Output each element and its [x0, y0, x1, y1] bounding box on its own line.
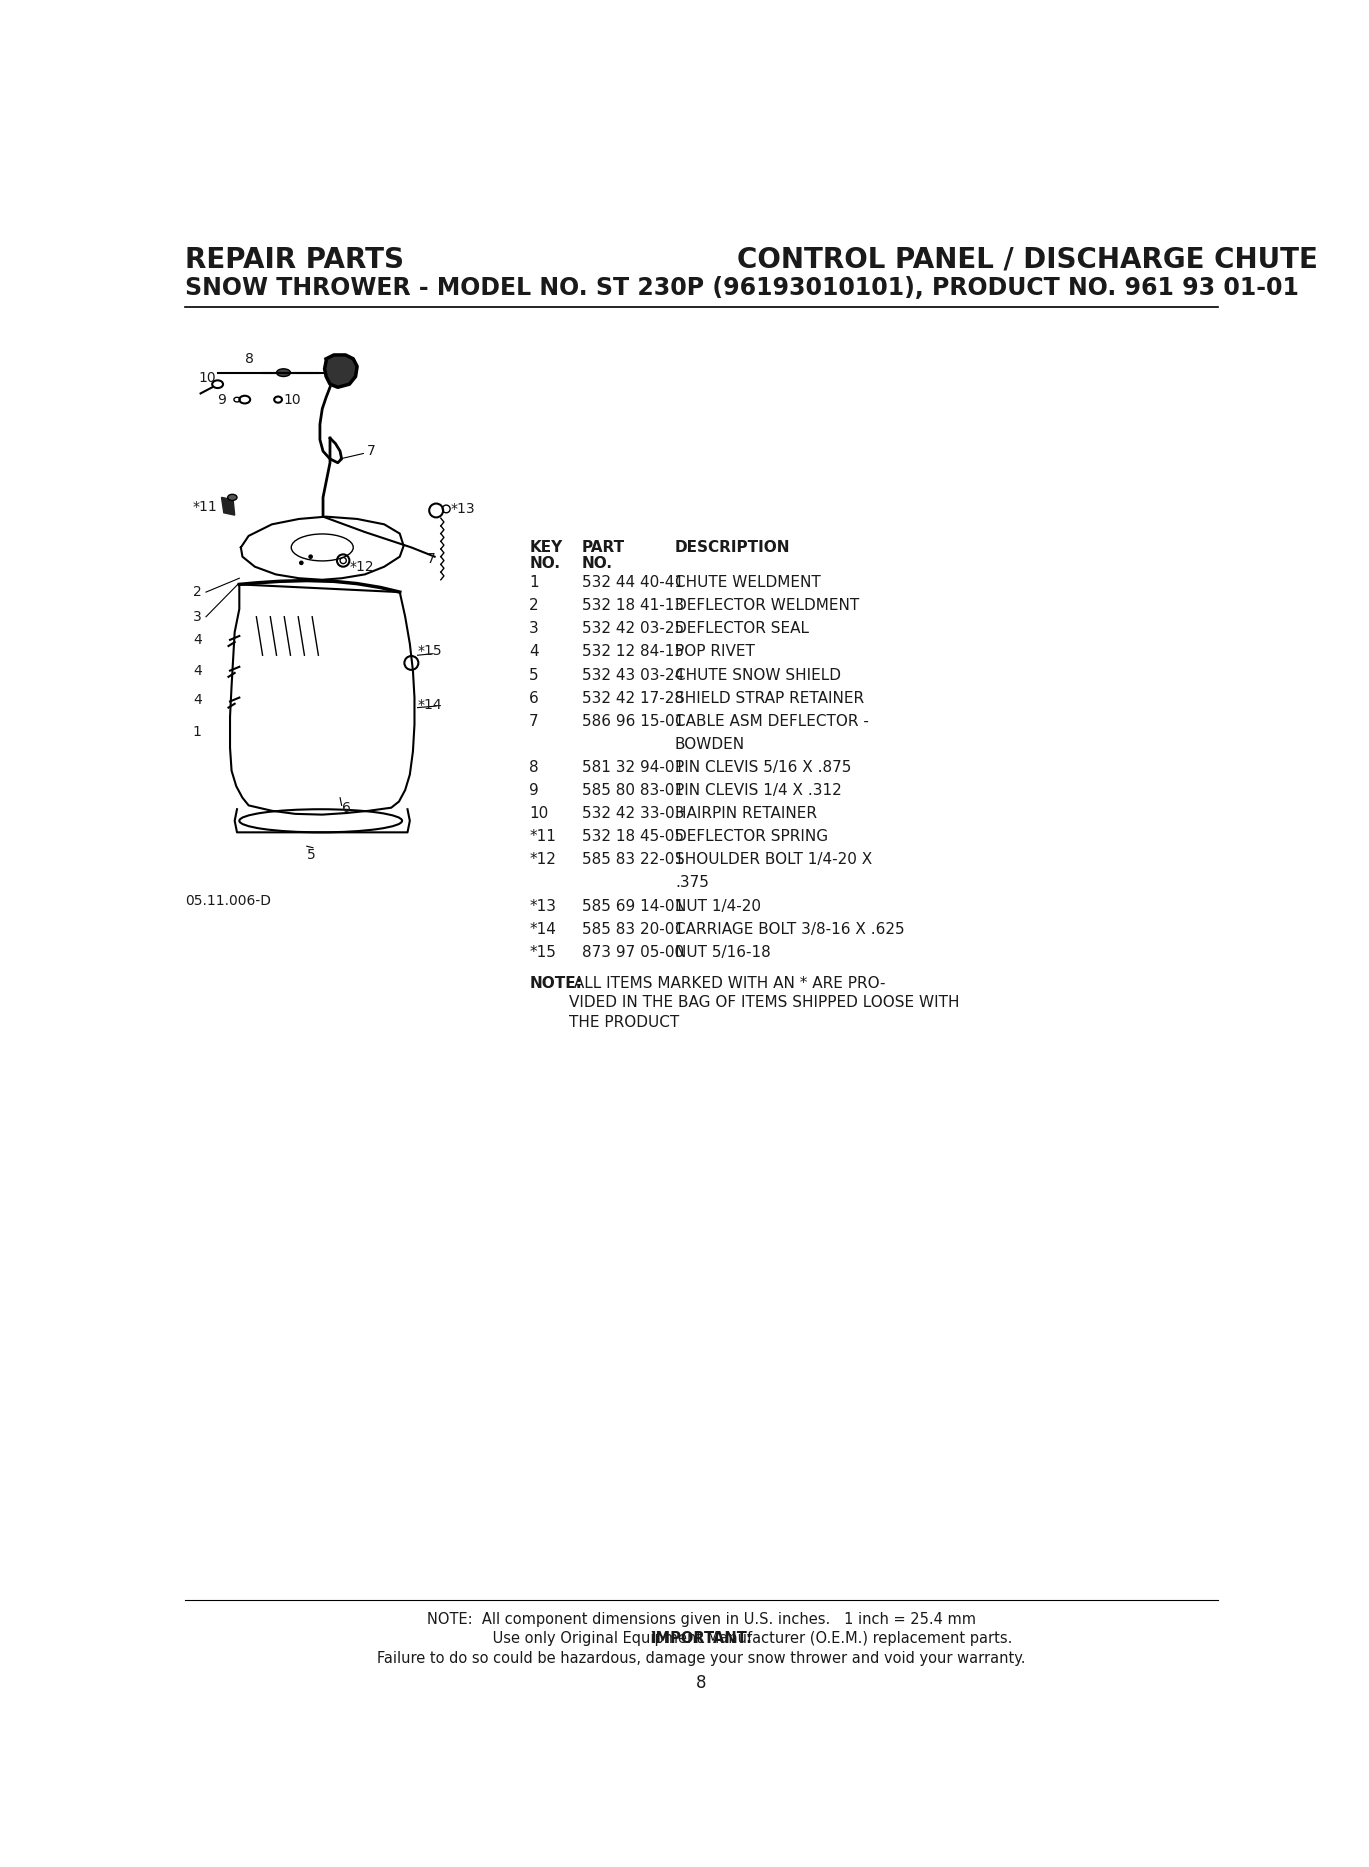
- Text: DEFLECTOR WELDMENT: DEFLECTOR WELDMENT: [675, 597, 860, 612]
- Text: *12: *12: [530, 853, 556, 868]
- Text: DEFLECTOR SPRING: DEFLECTOR SPRING: [675, 829, 828, 844]
- Text: NOTE:: NOTE:: [530, 976, 582, 991]
- Text: ALL ITEMS MARKED WITH AN * ARE PRO-
VIDED IN THE BAG OF ITEMS SHIPPED LOOSE WITH: ALL ITEMS MARKED WITH AN * ARE PRO- VIDE…: [570, 976, 960, 1031]
- Text: 3: 3: [530, 622, 539, 637]
- Text: 3: 3: [193, 611, 201, 624]
- Text: 7: 7: [530, 713, 539, 728]
- Text: SHIELD STRAP RETAINER: SHIELD STRAP RETAINER: [675, 691, 864, 706]
- Text: REPAIR PARTS: REPAIR PARTS: [185, 246, 404, 274]
- Text: 586 96 15-01: 586 96 15-01: [582, 713, 684, 728]
- Text: CONTROL PANEL / DISCHARGE CHUTE: CONTROL PANEL / DISCHARGE CHUTE: [737, 246, 1318, 274]
- Text: 585 83 20-01: 585 83 20-01: [582, 922, 684, 937]
- Text: 10: 10: [283, 392, 301, 407]
- Text: DESCRIPTION: DESCRIPTION: [675, 540, 790, 554]
- Text: *14: *14: [418, 698, 442, 713]
- Text: 532 18 41-13: 532 18 41-13: [582, 597, 684, 612]
- Text: SNOW THROWER - MODEL NO. ST 230P (96193010101), PRODUCT NO. 961 93 01-01: SNOW THROWER - MODEL NO. ST 230P (961930…: [185, 276, 1299, 301]
- Text: NOTE:  All component dimensions given in U.S. inches.   1 inch = 25.4 mm: NOTE: All component dimensions given in …: [427, 1613, 976, 1628]
- Text: 4: 4: [193, 633, 201, 646]
- Text: 8: 8: [245, 351, 253, 366]
- Text: 532 12 84-15: 532 12 84-15: [582, 644, 684, 659]
- Text: CABLE ASM DEFLECTOR -: CABLE ASM DEFLECTOR -: [675, 713, 869, 728]
- Ellipse shape: [277, 370, 290, 377]
- Circle shape: [298, 560, 304, 566]
- Text: 585 69 14-01: 585 69 14-01: [582, 898, 684, 913]
- Text: *13: *13: [450, 502, 475, 515]
- Text: 8: 8: [530, 760, 539, 775]
- Text: KEY
NO.: KEY NO.: [530, 540, 563, 571]
- Text: 4: 4: [193, 693, 201, 708]
- Circle shape: [308, 554, 314, 558]
- Text: 1: 1: [193, 724, 201, 739]
- Text: 873 97 05-00: 873 97 05-00: [582, 945, 684, 960]
- Text: IMPORTANT:: IMPORTANT:: [650, 1632, 752, 1647]
- Text: 532 43 03-24: 532 43 03-24: [582, 668, 684, 683]
- Text: BOWDEN: BOWDEN: [675, 737, 745, 752]
- Text: 10: 10: [530, 807, 549, 821]
- Text: SHOULDER BOLT 1/4-20 X: SHOULDER BOLT 1/4-20 X: [675, 853, 872, 868]
- Text: 532 42 17-28: 532 42 17-28: [582, 691, 684, 706]
- Text: CHUTE WELDMENT: CHUTE WELDMENT: [675, 575, 820, 590]
- Text: 7: 7: [427, 553, 435, 566]
- Text: *15: *15: [418, 644, 442, 659]
- Polygon shape: [324, 355, 357, 386]
- Text: 8: 8: [695, 1675, 706, 1692]
- Text: CHUTE SNOW SHIELD: CHUTE SNOW SHIELD: [675, 668, 841, 683]
- Text: *13: *13: [530, 898, 556, 913]
- Text: 581 32 94-01: 581 32 94-01: [582, 760, 684, 775]
- Text: 10: 10: [199, 372, 216, 385]
- Text: 532 44 40-41: 532 44 40-41: [582, 575, 684, 590]
- Text: *15: *15: [530, 945, 556, 960]
- Text: 1: 1: [530, 575, 539, 590]
- Text: 2: 2: [193, 584, 201, 599]
- Text: DEFLECTOR SEAL: DEFLECTOR SEAL: [675, 622, 809, 637]
- Text: 9: 9: [530, 782, 539, 797]
- Text: 9: 9: [218, 392, 226, 407]
- Ellipse shape: [227, 495, 237, 500]
- Text: 5: 5: [307, 848, 315, 863]
- Text: 5: 5: [530, 668, 539, 683]
- Text: *11: *11: [193, 500, 218, 515]
- Text: 2: 2: [530, 597, 539, 612]
- Text: PIN CLEVIS 1/4 X .312: PIN CLEVIS 1/4 X .312: [675, 782, 842, 797]
- Text: *14: *14: [530, 922, 556, 937]
- Text: 532 42 03-25: 532 42 03-25: [582, 622, 684, 637]
- Polygon shape: [241, 517, 404, 581]
- Text: 6: 6: [342, 801, 350, 814]
- Text: *12: *12: [349, 560, 374, 573]
- Text: NUT 1/4-20: NUT 1/4-20: [675, 898, 761, 913]
- Polygon shape: [230, 584, 415, 814]
- Text: .375: .375: [675, 876, 709, 891]
- Text: *11: *11: [530, 829, 556, 844]
- Text: Use only Original Equipment Manufacturer (O.E.M.) replacement parts.: Use only Original Equipment Manufacturer…: [487, 1632, 1012, 1647]
- Polygon shape: [222, 497, 234, 515]
- Text: 532 42 33-03: 532 42 33-03: [582, 807, 684, 821]
- Text: POP RIVET: POP RIVET: [675, 644, 754, 659]
- Text: HAIRPIN RETAINER: HAIRPIN RETAINER: [675, 807, 817, 821]
- Text: 4: 4: [193, 663, 201, 678]
- Text: 4: 4: [530, 644, 539, 659]
- Text: 585 80 83-01: 585 80 83-01: [582, 782, 684, 797]
- Text: 6: 6: [530, 691, 539, 706]
- Text: 05.11.006-D: 05.11.006-D: [185, 894, 271, 907]
- Text: 7: 7: [367, 444, 375, 457]
- Text: 532 18 45-05: 532 18 45-05: [582, 829, 684, 844]
- Text: PIN CLEVIS 5/16 X .875: PIN CLEVIS 5/16 X .875: [675, 760, 852, 775]
- Text: PART
NO.: PART NO.: [582, 540, 626, 571]
- Text: 585 83 22-01: 585 83 22-01: [582, 853, 684, 868]
- Text: CARRIAGE BOLT 3/8-16 X .625: CARRIAGE BOLT 3/8-16 X .625: [675, 922, 905, 937]
- Text: NUT 5/16-18: NUT 5/16-18: [675, 945, 771, 960]
- Text: Failure to do so could be hazardous, damage your snow thrower and void your warr: Failure to do so could be hazardous, dam…: [376, 1650, 1025, 1665]
